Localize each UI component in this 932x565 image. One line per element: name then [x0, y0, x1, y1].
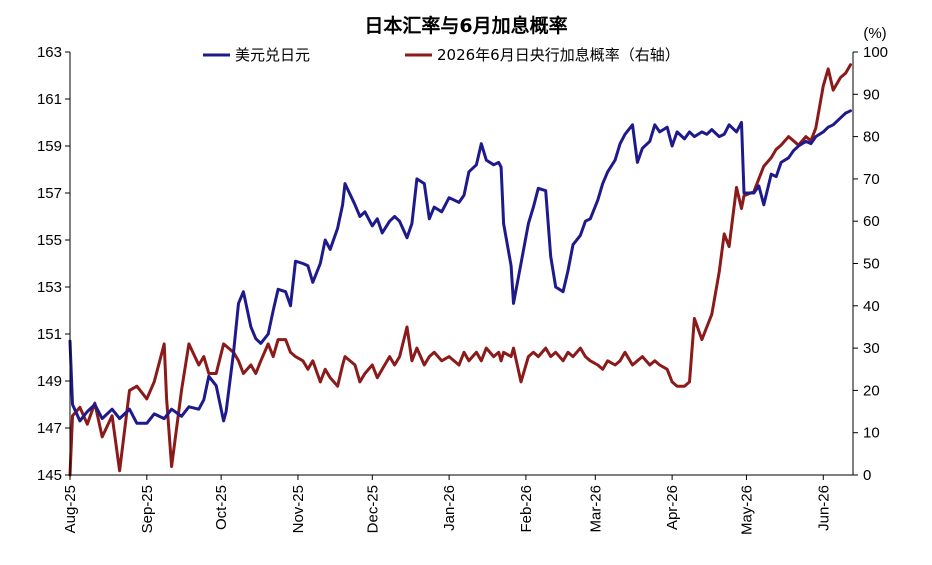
x-tick-label: Jan-26	[441, 485, 458, 531]
left-tick-label: 149	[37, 373, 62, 390]
right-tick-label: 10	[863, 425, 880, 442]
x-tick-label: Nov-25	[290, 485, 307, 533]
plot-area: 145 147 149 151 153 155 157 159 161 163 0 10 20 30 40…	[37, 44, 888, 535]
right-tick-label: 90	[863, 86, 880, 103]
legend-label-boj-prob: 2026年6月日央行加息概率（右轴）	[437, 46, 680, 64]
x-axis: Aug-25 Sep-25 Oct-25 Nov-25 Dec-25 Jan-26 Feb-…	[62, 475, 832, 535]
right-tick-label: 80	[863, 129, 880, 146]
x-tick-label: Dec-25	[364, 485, 381, 533]
series-line-usd-jpy	[68, 109, 852, 425]
right-axis: 0 10 20 30 40 50 60 70 80 90 100	[853, 44, 888, 484]
x-tick-label: Aug-25	[62, 485, 79, 533]
right-tick-label: 60	[863, 213, 880, 230]
right-tick-label: 30	[863, 340, 880, 357]
left-tick-label: 159	[37, 138, 62, 155]
right-tick-label: 50	[863, 256, 880, 273]
right-tick-label: 0	[863, 467, 871, 484]
x-tick-label: May-26	[738, 485, 755, 535]
left-tick-label: 147	[37, 420, 62, 437]
left-axis: 145 147 149 151 153 155 157 159 161 163	[37, 44, 70, 484]
right-tick-label: 40	[863, 298, 880, 315]
left-tick-label: 157	[37, 185, 62, 202]
x-tick-label: Jun-26	[815, 485, 832, 531]
left-tick-label: 151	[37, 326, 62, 343]
x-tick-label: Mar-26	[587, 485, 604, 533]
left-tick-label: 155	[37, 232, 62, 249]
left-tick-label: 161	[37, 91, 62, 108]
legend-label-usd-jpy: 美元兑日元	[235, 46, 310, 64]
left-tick-label: 163	[37, 44, 62, 61]
right-tick-label: 20	[863, 382, 880, 399]
right-tick-label: 70	[863, 171, 880, 188]
left-tick-label: 145	[37, 467, 62, 484]
x-tick-label: Oct-25	[213, 485, 230, 530]
x-tick-label: Sep-25	[139, 485, 156, 533]
x-tick-label: Apr-26	[664, 485, 681, 530]
right-axis-unit: (%)	[863, 25, 886, 42]
x-tick-label: Feb-26	[518, 485, 535, 533]
left-tick-label: 153	[37, 279, 62, 296]
series-line-boj-prob	[68, 63, 852, 477]
series-lines	[68, 63, 852, 477]
right-tick-label: 100	[863, 44, 888, 61]
legend: 美元兑日元 2026年6月日央行加息概率（右轴）	[203, 46, 680, 64]
chart-title: 日本汇率与6月加息概率	[364, 14, 567, 37]
